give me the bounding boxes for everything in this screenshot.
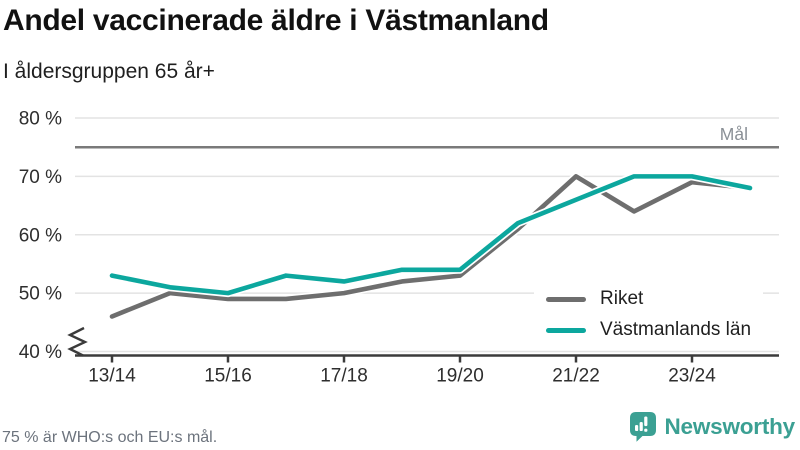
- axis-break-icon: [67, 326, 88, 357]
- chart-title: Andel vaccinerade äldre i Västmanland: [3, 4, 549, 37]
- x-axis-tick-label: 21/22: [552, 366, 600, 387]
- legend-item-riket: Riket: [546, 288, 751, 310]
- chart-legend: Riket Västmanlands län: [534, 283, 764, 347]
- legend-label-riket: Riket: [600, 288, 644, 309]
- x-axis-tick-label: 13/14: [88, 366, 136, 387]
- goal-line-label: Mål: [719, 124, 748, 144]
- y-axis-tick-label: 70 %: [19, 167, 62, 188]
- footnote: 75 % är WHO:s och EU:s mål.: [2, 429, 218, 446]
- bar-chart-speech-bubble-icon: [630, 412, 657, 442]
- vastmanland-line-swatch-icon: [546, 327, 586, 333]
- series-line-riket: [109, 174, 753, 319]
- legend-label-vastmanland: Västmanlands län: [600, 319, 752, 340]
- newsworthy-logo: Newsworthy: [629, 411, 795, 443]
- x-axis-tick-label: 23/24: [668, 366, 716, 387]
- series-line-vastmanland: [109, 174, 753, 296]
- newsworthy-wordmark: Newsworthy: [664, 414, 795, 439]
- y-axis-tick-label: 60 %: [19, 225, 62, 246]
- x-axis-tick-label: 15/16: [204, 366, 252, 387]
- y-axis-tick-label: 80 %: [19, 109, 62, 130]
- vaccination-line-chart: 80 % 70 % 60 % 50 % 40 % 13/14 15/16 17/18 19/20…: [19, 109, 779, 387]
- x-axis-tick-label: 17/18: [320, 366, 368, 387]
- chart-subtitle: I åldersgruppen 65 år+: [3, 60, 215, 83]
- legend-item-vastmanland: Västmanlands län: [546, 319, 751, 341]
- x-axis-tick-label: 19/20: [436, 366, 484, 387]
- riket-line-swatch-icon: [546, 296, 586, 302]
- y-axis-tick-label: 50 %: [19, 284, 62, 305]
- y-axis-tick-label: 40 %: [19, 342, 62, 363]
